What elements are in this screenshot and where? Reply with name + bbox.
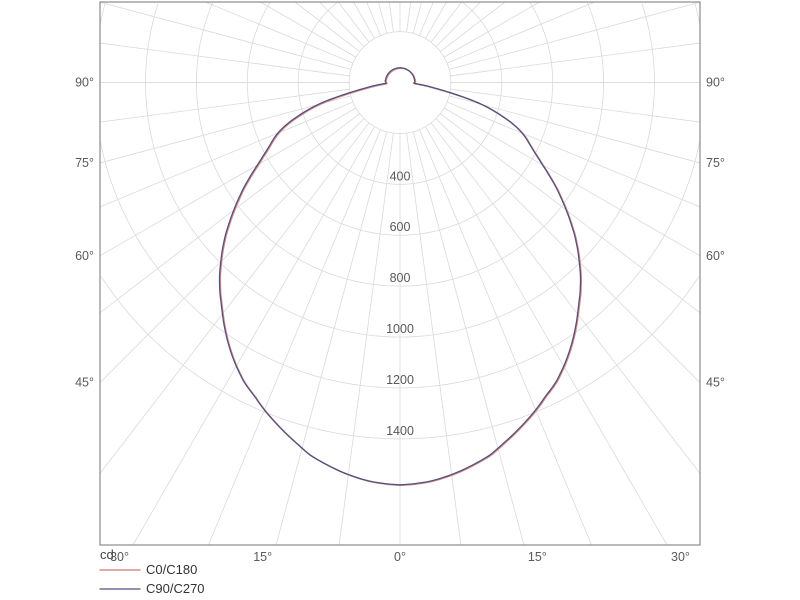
svg-text:cd: cd [100,547,114,562]
svg-text:90°: 90° [706,76,725,90]
svg-text:60°: 60° [75,249,94,263]
svg-text:15°: 15° [528,550,547,564]
svg-text:60°: 60° [706,249,725,263]
svg-text:45°: 45° [75,376,94,390]
svg-text:0°: 0° [394,550,406,564]
svg-text:30°: 30° [671,550,690,564]
svg-text:C0/C180: C0/C180 [146,562,197,577]
svg-text:75°: 75° [706,156,725,170]
svg-text:90°: 90° [75,76,94,90]
svg-text:1000: 1000 [386,322,414,336]
svg-text:15°: 15° [253,550,272,564]
svg-text:600: 600 [390,220,411,234]
svg-text:1200: 1200 [386,373,414,387]
svg-text:C90/C270: C90/C270 [146,581,205,596]
svg-text:75°: 75° [75,156,94,170]
svg-text:45°: 45° [706,376,725,390]
svg-text:800: 800 [390,271,411,285]
svg-text:400: 400 [390,169,411,183]
svg-text:1400: 1400 [386,424,414,438]
